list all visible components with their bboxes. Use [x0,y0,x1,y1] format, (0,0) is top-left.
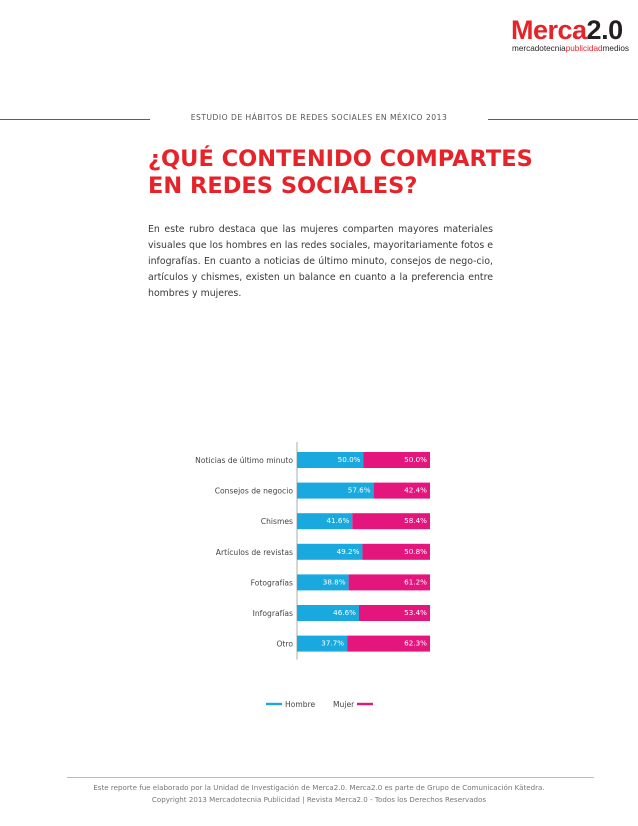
logo-sub-1: mercadotecnia [512,44,566,53]
logo-version: 2.0 [586,15,624,45]
data-label-mujer: 61.2% [404,577,427,586]
logo-wordmark: Merca2.0 [511,16,623,44]
data-label-hombre: 38.8% [323,577,346,586]
data-label-hombre: 37.7% [321,639,344,648]
bar-mujer [348,574,430,591]
intro-paragraph: En este rubro destaca que las mujeres co… [148,224,493,299]
page-title: ¿QUÉ CONTENIDO COMPARTES EN REDES SOCIAL… [148,146,533,199]
data-label-hombre: 46.6% [333,608,356,617]
footer-rule [67,777,594,778]
category-label: Chismes [261,517,293,526]
data-label-mujer: 53.4% [404,608,427,617]
merca20-logo: Merca2.0 mercadotecniapublicidadmedios [511,16,629,53]
data-label-mujer: 62.3% [404,639,427,648]
data-label-mujer: 58.4% [404,516,427,525]
data-label-mujer: 42.4% [404,486,427,495]
category-label: Fotografías [251,578,293,587]
category-label: Otro [276,640,293,649]
data-label-hombre: 49.2% [337,547,360,556]
study-label: ESTUDIO DE HÁBITOS DE REDES SOCIALES EN … [150,111,488,125]
data-label-hombre: 50.0% [338,455,361,464]
logo-tagline: mercadotecniapublicidadmedios [512,44,629,54]
logo-sub-2: publicidad [565,44,603,53]
bar-hombre [297,452,364,468]
footer-credit: Este reporte fue elaborado por la Unidad… [93,783,545,792]
data-label-mujer: 50.0% [404,455,427,464]
data-label-mujer: 50.8% [404,547,427,556]
bar-hombre [297,574,349,591]
category-label: Noticias de último minuto [195,456,293,465]
bar-hombre [297,635,348,652]
bar-mujer [358,605,430,621]
legend-label-hombre: Hombre [285,700,316,709]
bar-hombre [297,543,363,560]
bar-hombre [297,513,353,530]
legend-label-mujer: Mujer [333,700,355,709]
bar-mujer [347,635,430,652]
bar-hombre [297,605,359,621]
bar-mujer [352,513,430,530]
category-label: Infografías [253,609,293,618]
bar-mujer [373,482,430,499]
category-label: Artículos de revistas [216,548,293,557]
category-label: Consejos de negocio [215,487,294,496]
data-label-hombre: 41.6% [326,516,349,525]
bar-mujer [363,452,430,468]
bar-mujer [362,543,430,560]
logo-sub-3: medios [602,44,629,53]
logo-brand: Merca [511,15,587,45]
bar-hombre [297,482,374,499]
data-label-hombre: 57.6% [348,486,371,495]
footer-copyright: Copyright 2013 Mercadotecnia Publicidad … [151,795,487,804]
